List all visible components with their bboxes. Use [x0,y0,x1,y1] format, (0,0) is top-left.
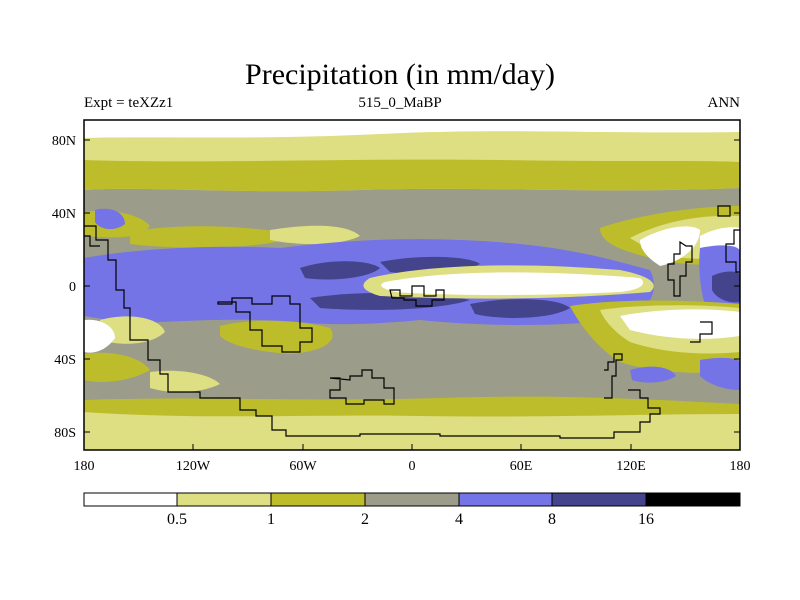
contour-fill-layer [84,120,740,450]
coastline-asia-east2 [725,229,740,273]
colorbar-box [270,492,366,507]
colorbar-label: 16 [638,511,654,528]
y-tick-label: 0 [69,280,76,295]
colorbar-box [645,492,741,507]
coastline-africa [389,285,445,307]
colorbar-label: 1 [267,511,275,528]
x-tick-label: 0 [409,459,416,474]
patch-olive-s1 [100,316,165,344]
y-tick-label: 80N [52,134,76,149]
coastline-island-ne [717,205,731,217]
x-tick-label: 180 [74,459,95,474]
colorbar-label: 4 [455,511,463,528]
colorbar-labels: 0.5 1 2 4 8 16 [167,511,654,528]
colorbar-label: 0.5 [167,511,187,528]
coastline-south-east2 [690,321,713,343]
colorbar-label: 8 [548,511,556,528]
colorbar-box [83,492,178,507]
coastline-south-east [298,389,661,439]
y-tick-marks [84,139,740,433]
colorbar-box [176,492,272,507]
patch-olive-s2 [220,320,333,354]
band-south-yellow [84,412,740,450]
colorbar-label: 2 [361,511,369,528]
coastline-americas [84,225,298,437]
patch-blue-se2 [700,357,740,390]
x-tick-labels: 180 120W 60W 0 60E 120E 180 [74,459,751,474]
coastline-antarctic-1 [329,369,395,405]
x-tick-label: 60E [510,459,533,474]
coastline-australia [604,353,623,399]
patch-olive-n1 [130,226,300,248]
coastlines [84,205,740,439]
y-tick-label: 40N [52,207,76,222]
core-darkblue-4 [470,299,570,318]
patch-blue-se [630,366,676,383]
band-north-cap-white [84,120,740,138]
patch-olive-n2 [270,225,360,245]
x-tick-marks [83,444,741,450]
coastline-central [217,295,313,353]
y-tick-label: 80S [54,426,76,441]
x-tick-label: 60W [289,459,317,474]
y-tick-label: 40S [54,353,76,368]
patch-white-ne [640,226,700,266]
colorbar-box [551,492,647,507]
experiment-label: Expt = teXZz1 [84,95,174,111]
patch-white-sw [84,319,115,353]
period-label: 515_0_MaBP [358,95,442,111]
x-tick-label: 120W [176,459,211,474]
streak-white [381,272,644,295]
coastline-america-shelf [84,235,100,247]
patch-white-se [620,309,740,339]
x-tick-label: 120E [616,459,646,474]
season-label: ANN [707,95,741,111]
core-darkblue-1 [300,261,380,280]
patch-blue-nw [95,208,125,230]
core-darkblue-5 [712,271,740,303]
coastline-asia-east [667,240,693,297]
map-title: Precipitation (in mm/day) [245,58,555,91]
colorbar [83,492,741,507]
y-tick-labels: 80N 40N 0 40S 80S [52,134,76,441]
colorbar-box [458,492,553,507]
band-north-olive [84,159,740,192]
x-tick-label: 180 [730,459,751,474]
patch-olive-sw [84,352,150,382]
colorbar-box [364,492,460,507]
